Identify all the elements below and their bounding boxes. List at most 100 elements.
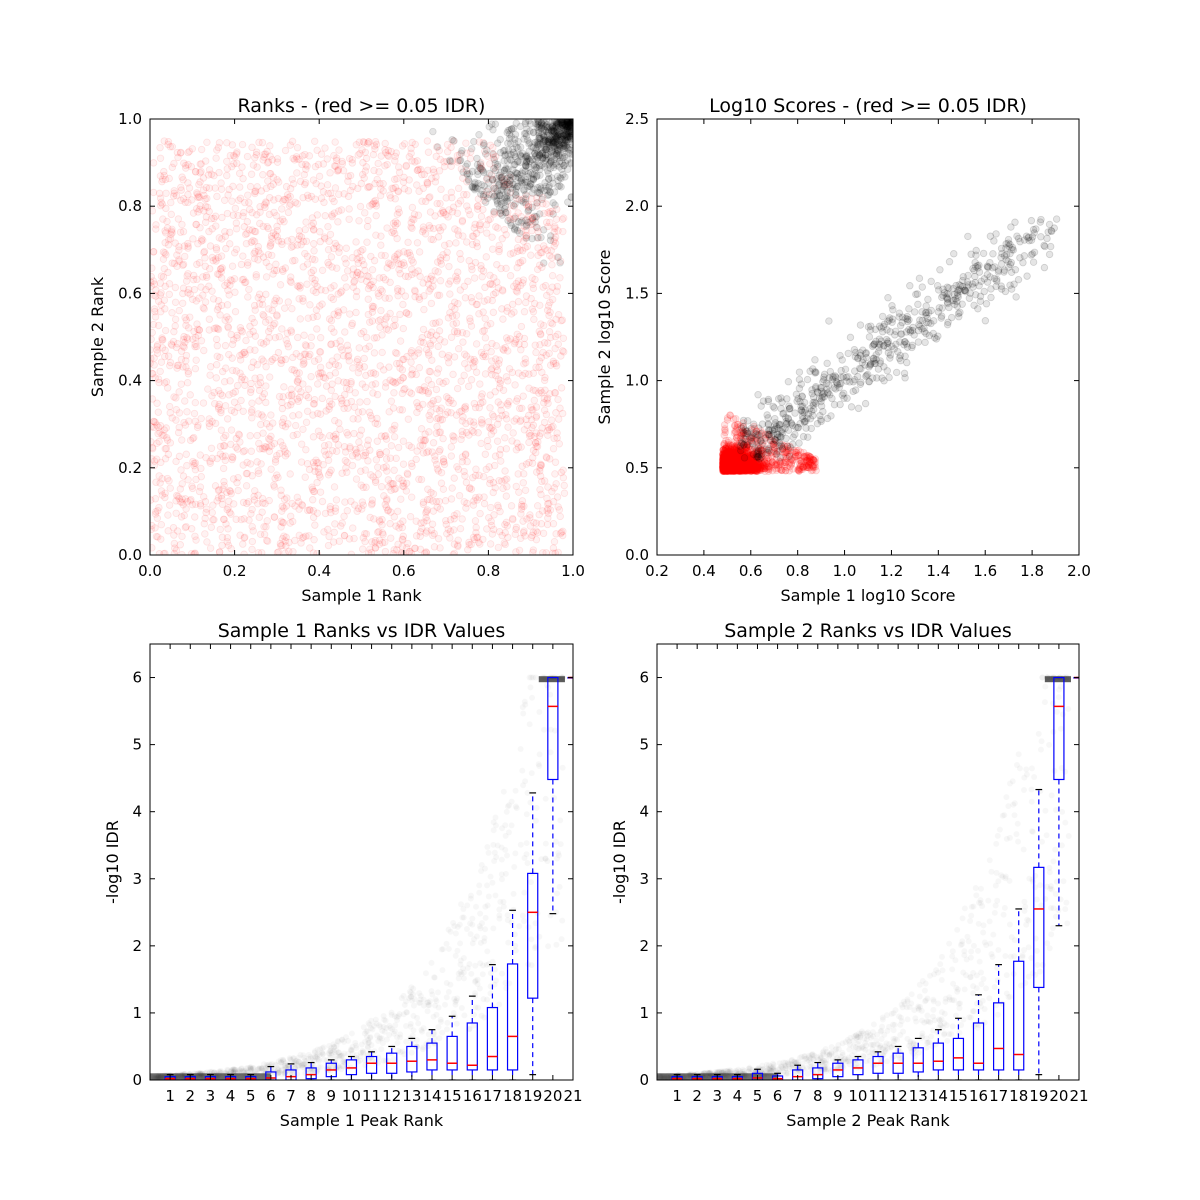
rank-point-fail xyxy=(281,423,290,431)
rank-point-pass xyxy=(546,236,555,244)
rank-point-fail xyxy=(382,463,390,471)
rank-point-fail xyxy=(154,430,162,438)
rank-point-fail xyxy=(199,291,207,299)
rank-point-fail xyxy=(431,178,440,186)
rank-point-fail xyxy=(401,140,409,148)
rank-point-fail xyxy=(447,443,455,451)
rank-point-fail xyxy=(150,159,158,167)
rank-point-fail xyxy=(291,256,299,265)
rank-point-fail xyxy=(184,244,192,252)
rank-point-fail xyxy=(549,520,558,528)
rank-point-fail xyxy=(269,270,277,278)
rank-point-fail xyxy=(295,232,304,240)
rank-point-fail xyxy=(485,423,494,432)
rank-point-fail xyxy=(517,212,525,221)
rank-point-fail xyxy=(212,257,220,265)
rank-point-fail xyxy=(263,517,271,525)
rank-point-fail xyxy=(164,352,173,360)
rank-point-fail xyxy=(524,411,533,420)
rank-point-fail xyxy=(502,373,511,381)
rank-point-fail xyxy=(331,184,340,192)
rank-point-fail xyxy=(221,402,230,410)
rank-point-fail xyxy=(217,492,226,500)
rank-point-fail xyxy=(447,409,455,417)
rank-point-fail xyxy=(152,292,160,300)
rank-point-fail xyxy=(476,509,484,518)
rank-point-fail xyxy=(251,187,259,196)
rank-point-fail xyxy=(464,382,473,391)
rank-point-fail xyxy=(410,210,419,218)
rank-point-fail xyxy=(534,227,542,236)
rank-point-fail xyxy=(472,239,481,247)
rank-point-fail xyxy=(190,409,199,418)
rank-point-fail xyxy=(428,356,436,364)
rank-point-fail xyxy=(458,427,466,436)
rank-point-fail xyxy=(181,198,189,207)
rank-point-fail xyxy=(463,191,471,199)
rank-point-fail xyxy=(473,242,481,251)
rank-point-fail xyxy=(153,342,161,351)
rank-point-fail xyxy=(178,220,186,229)
rank-point-pass xyxy=(557,126,565,135)
rank-point-fail xyxy=(242,239,251,248)
rank-point-fail xyxy=(545,311,553,320)
rank-point-fail xyxy=(471,471,480,480)
rank-point-fail xyxy=(418,387,427,395)
rank-point-fail xyxy=(244,261,252,269)
rank-point-fail xyxy=(212,335,221,344)
rank-point-fail xyxy=(394,540,402,549)
rank-point-fail xyxy=(446,527,455,536)
rank-point-fail xyxy=(313,211,322,219)
rank-point-fail xyxy=(517,505,526,513)
rank-point-fail xyxy=(554,227,562,235)
rank-point-fail xyxy=(529,406,537,414)
rank-point-fail xyxy=(281,146,290,155)
rank-point-fail xyxy=(223,415,232,423)
rank-point-fail xyxy=(532,363,540,372)
rank-point-fail xyxy=(411,544,419,553)
rank-point-fail xyxy=(366,202,374,210)
rank-point-fail xyxy=(189,271,198,280)
rank-point-fail xyxy=(256,203,264,211)
rank-point-fail xyxy=(217,274,226,282)
rank-point-fail xyxy=(399,355,407,364)
rank-point-fail xyxy=(269,419,277,427)
rank-point-fail xyxy=(212,324,220,332)
rank-point-fail xyxy=(267,357,275,365)
rank-point-fail xyxy=(391,315,399,324)
rank-point-fail xyxy=(299,294,307,303)
rank-point-fail xyxy=(394,287,402,295)
rank-point-fail xyxy=(369,304,377,312)
rank-point-fail xyxy=(422,529,430,537)
rank-point-fail xyxy=(330,483,339,491)
rank-point-fail xyxy=(341,448,350,456)
rank-point-fail xyxy=(205,227,213,236)
rank-point-fail xyxy=(316,363,325,371)
rank-point-fail xyxy=(206,544,215,552)
rank-point-fail xyxy=(454,184,463,193)
rank-point-fail xyxy=(213,270,222,278)
rank-point-fail xyxy=(184,190,192,199)
rank-point-fail xyxy=(476,220,484,228)
rank-point-fail xyxy=(245,516,253,524)
rank-point-fail xyxy=(475,471,483,480)
rank-point-fail xyxy=(258,300,267,309)
rank-point-fail xyxy=(505,397,513,406)
rank-point-fail xyxy=(177,183,185,192)
rank-point-fail xyxy=(457,435,465,444)
rank-point-fail xyxy=(384,151,392,159)
rank-point-fail xyxy=(200,493,208,501)
rank-point-fail xyxy=(536,330,545,338)
rank-point-fail xyxy=(419,436,428,445)
rank-point-fail xyxy=(445,280,453,288)
rank-point-fail xyxy=(241,198,249,207)
rank-point-fail xyxy=(289,548,297,555)
rank-point-fail xyxy=(396,310,404,319)
rank-point-fail xyxy=(205,419,213,428)
rank-point-pass xyxy=(536,165,544,174)
rank-point-pass xyxy=(536,140,545,148)
rank-point-fail xyxy=(314,464,323,473)
rank-point-fail xyxy=(168,414,176,422)
rank-point-fail xyxy=(357,179,366,188)
rank-point-fail xyxy=(293,378,302,386)
